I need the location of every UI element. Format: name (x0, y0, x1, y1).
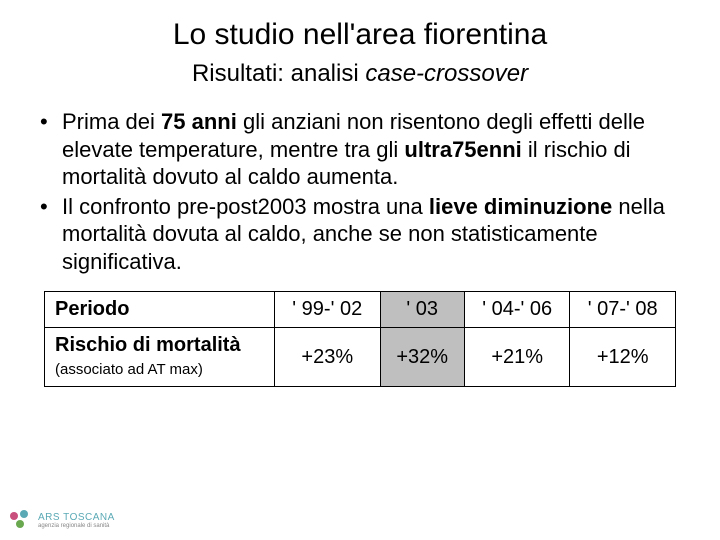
table-row: Rischio di mortalità (associato ad AT ma… (45, 328, 676, 387)
value-cell: +23% (275, 328, 381, 387)
col-header: ' 07-' 08 (570, 292, 676, 328)
bullet-item: Prima dei 75 anni gli anziani non risent… (40, 108, 680, 191)
logo-subtext: agenzia regionale di sanità (38, 523, 115, 529)
plain-text: Prima dei (62, 109, 161, 134)
row-label-main: Rischio di mortalità (55, 334, 241, 356)
subtitle-plain: Risultati: analisi (192, 60, 365, 87)
data-table-wrap: Periodo ' 99-' 02 ' 03 ' 04-' 06 ' 07-' … (0, 277, 720, 387)
bullet-list: Prima dei 75 anni gli anziani non risent… (0, 88, 720, 275)
plain-text: Il confronto pre-post2003 mostra una (62, 194, 429, 219)
bold-text: 75 anni (161, 109, 237, 134)
subtitle-italic: case-crossover (365, 60, 528, 87)
col-header: ' 04-' 06 (464, 292, 570, 328)
bold-text: lieve diminuzione (429, 194, 612, 219)
row-label: Rischio di mortalità (associato ad AT ma… (45, 328, 275, 387)
logo-text-wrap: ARS TOSCANA agenzia regionale di sanità (38, 513, 115, 529)
col-header: ' 03 (380, 292, 464, 328)
logo-text: ARS TOSCANA (38, 513, 115, 523)
value-cell: +32% (380, 328, 464, 387)
value-cell: +12% (570, 328, 676, 387)
table-row: Periodo ' 99-' 02 ' 03 ' 04-' 06 ' 07-' … (45, 292, 676, 328)
slide-title: Lo studio nell'area fiorentina (0, 0, 720, 52)
col-header: ' 99-' 02 (275, 292, 381, 328)
row-label-small: (associato ad AT max) (55, 361, 203, 378)
header-periodo: Periodo (45, 292, 275, 328)
data-table: Periodo ' 99-' 02 ' 03 ' 04-' 06 ' 07-' … (44, 291, 676, 387)
logo-icon (8, 508, 34, 534)
slide-subtitle: Risultati: analisi case-crossover (0, 52, 720, 88)
bold-text: ultra75enni (404, 137, 521, 162)
logo: ARS TOSCANA agenzia regionale di sanità (8, 508, 115, 534)
value-cell: +21% (464, 328, 570, 387)
bullet-item: Il confronto pre-post2003 mostra una lie… (40, 193, 680, 276)
